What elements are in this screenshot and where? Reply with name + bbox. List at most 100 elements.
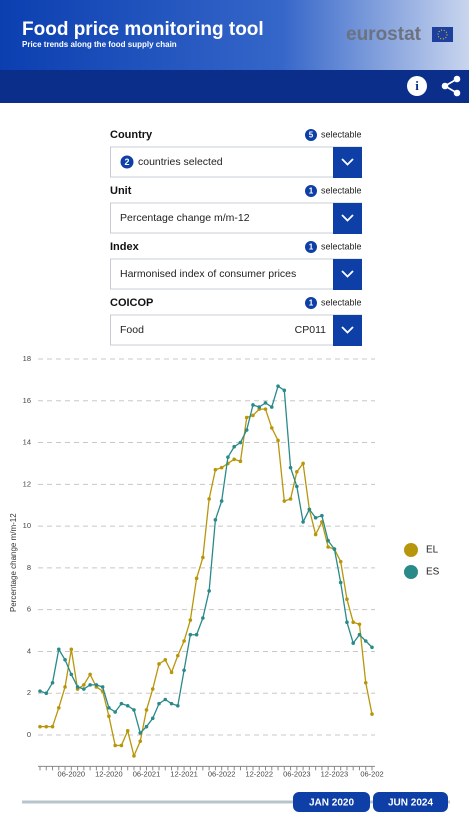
slider-end: JUN 2024 xyxy=(388,798,433,809)
info-icon: i xyxy=(415,78,419,93)
data-point xyxy=(295,470,299,474)
data-point xyxy=(269,405,274,409)
data-point xyxy=(63,658,67,662)
data-point xyxy=(82,683,86,687)
count-value: 1 xyxy=(309,299,314,308)
data-point xyxy=(100,685,105,689)
info-button[interactable] xyxy=(407,76,427,96)
data-point xyxy=(157,701,161,706)
data-point xyxy=(345,620,349,624)
data-point xyxy=(144,724,149,729)
data-point xyxy=(169,670,174,675)
data-point xyxy=(263,407,268,411)
data-point xyxy=(295,484,299,489)
data-point xyxy=(82,687,86,691)
dropdown-button[interactable] xyxy=(333,147,362,178)
data-point xyxy=(69,672,74,677)
slider-end-button[interactable] xyxy=(373,792,448,812)
data-point xyxy=(69,647,74,652)
chevron xyxy=(341,158,354,166)
data-point xyxy=(232,444,236,449)
x-tick-label: 12-2023 xyxy=(321,769,349,778)
data-point xyxy=(75,685,80,689)
filter-label: Country xyxy=(110,129,153,141)
data-point xyxy=(351,620,356,624)
header-banner xyxy=(0,0,469,70)
data-point xyxy=(94,683,99,687)
data-point xyxy=(282,499,287,503)
dropdown-button[interactable] xyxy=(333,203,362,234)
data-point xyxy=(125,703,130,708)
x-tick-label: 06-2023 xyxy=(283,769,311,778)
data-point xyxy=(363,680,368,685)
data-point xyxy=(213,467,218,472)
dropdown-button[interactable] xyxy=(333,259,362,290)
x-tick-label: 06-202 xyxy=(360,769,383,778)
data-point xyxy=(113,743,117,748)
count-value: 5 xyxy=(309,131,314,140)
count-note: selectable xyxy=(321,241,362,251)
legend-swatch[interactable] xyxy=(404,543,418,557)
data-point xyxy=(276,384,280,388)
dropdown-value: Harmonised index of consumer prices xyxy=(120,268,296,280)
x-tick-label: 12-2020 xyxy=(95,769,123,778)
data-point xyxy=(44,724,49,729)
count-note: selectable xyxy=(321,185,362,195)
data-point xyxy=(50,680,55,685)
dropdown[interactable] xyxy=(110,258,362,290)
data-point xyxy=(38,724,42,729)
data-point xyxy=(313,515,318,520)
count-badge xyxy=(305,241,317,253)
data-point xyxy=(238,459,243,464)
y-tick-label: 8 xyxy=(27,563,31,572)
data-point xyxy=(288,497,293,501)
data-point xyxy=(132,708,136,712)
data-point xyxy=(125,729,130,733)
data-point xyxy=(150,716,155,721)
filter-label: Unit xyxy=(110,185,132,197)
legend-swatch[interactable] xyxy=(404,565,418,579)
series-line xyxy=(40,408,373,758)
data-point xyxy=(244,415,249,420)
value-count: 2 xyxy=(124,157,129,167)
dropdown-button[interactable] xyxy=(333,315,362,346)
data-point xyxy=(313,532,318,537)
data-point xyxy=(326,538,330,543)
data-point xyxy=(194,576,199,581)
count-note: selectable xyxy=(321,297,362,307)
data-point xyxy=(50,724,55,729)
app-subtitle: Price trends along the food supply chain xyxy=(22,40,177,49)
data-point xyxy=(188,632,193,637)
eu-flag xyxy=(432,27,453,42)
share-button[interactable] xyxy=(441,75,461,97)
data-point xyxy=(320,513,324,518)
data-point xyxy=(269,426,274,430)
data-point xyxy=(88,683,92,687)
dropdown[interactable] xyxy=(110,314,362,346)
app-title: Food price monitoring tool xyxy=(22,19,264,40)
data-point xyxy=(44,691,49,696)
data-point xyxy=(138,731,143,735)
y-tick-label: 14 xyxy=(23,438,31,447)
data-point xyxy=(201,616,205,620)
y-tick-label: 16 xyxy=(23,396,31,405)
x-tick-label: 12-2022 xyxy=(245,769,273,778)
data-point xyxy=(276,438,280,443)
slider-start-button[interactable] xyxy=(293,792,370,812)
data-point xyxy=(138,739,143,744)
x-tick-label: 06-2022 xyxy=(208,769,236,778)
data-point xyxy=(345,597,349,602)
count-badge xyxy=(305,129,317,141)
data-point xyxy=(370,712,374,716)
data-point xyxy=(176,653,180,658)
dropdown[interactable] xyxy=(110,146,362,178)
data-point xyxy=(238,440,243,445)
data-point xyxy=(226,455,230,459)
chevron xyxy=(341,214,354,222)
dropdown[interactable] xyxy=(110,202,362,234)
toolbar xyxy=(0,70,469,103)
value-badge xyxy=(120,155,134,169)
data-point xyxy=(251,413,255,418)
